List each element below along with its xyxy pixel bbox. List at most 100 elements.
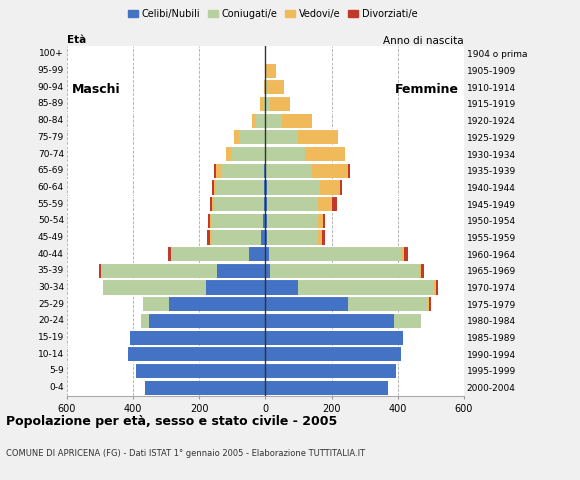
Text: Femmine: Femmine [395,84,459,96]
Bar [266,197,267,211]
Bar [266,97,270,111]
Text: COMUNE DI APRICENA (FG) - Dati ISTAT 1° gennaio 2005 - Elaborazione TUTTITALIA.I: COMUNE DI APRICENA (FG) - Dati ISTAT 1° … [6,449,365,458]
Bar [266,114,282,128]
Bar [311,164,348,178]
Bar [210,197,212,211]
Bar [266,214,267,228]
Bar [218,264,266,278]
Bar [322,230,325,245]
Bar [266,364,396,378]
Bar [394,314,421,328]
Bar [421,264,425,278]
Bar [168,247,171,261]
Bar [270,97,290,111]
Bar [266,381,388,395]
Bar [129,331,266,345]
Legend: Celibi/Nubili, Coniugati/e, Vedovi/e, Divorziati/e: Celibi/Nubili, Coniugati/e, Vedovi/e, Di… [124,5,421,23]
Bar [266,147,305,161]
Bar [216,164,220,178]
Text: Età: Età [67,35,86,45]
Bar [266,331,403,345]
Bar [266,80,267,95]
Bar [264,164,266,178]
Bar [419,264,421,278]
Bar [269,247,401,261]
Bar [299,130,338,144]
Bar [282,114,311,128]
Bar [318,230,322,245]
Bar [210,214,211,228]
Bar [266,314,394,328]
Bar [239,130,266,144]
Bar [436,280,437,295]
Bar [267,80,284,95]
Bar [214,197,264,211]
Text: Maschi: Maschi [72,84,120,96]
Bar [348,164,350,178]
Bar [266,180,267,194]
Bar [99,264,102,278]
Bar [266,297,348,312]
Bar [226,147,231,161]
Bar [211,214,263,228]
Bar [270,264,419,278]
Bar [340,180,343,194]
Bar [267,197,318,211]
Bar [434,280,436,295]
Bar [136,364,266,378]
Bar [231,147,266,161]
Bar [208,214,210,228]
Bar [332,197,336,211]
Bar [214,164,216,178]
Bar [206,280,266,295]
Bar [212,180,214,194]
Bar [429,297,431,312]
Bar [320,180,340,194]
Bar [266,63,276,78]
Bar [255,114,266,128]
Bar [266,264,270,278]
Bar [263,214,266,228]
Bar [262,230,266,245]
Bar [214,180,216,194]
Bar [220,164,264,178]
Bar [263,97,266,111]
Bar [212,197,214,211]
Bar [299,280,434,295]
Bar [318,197,332,211]
Bar [305,147,345,161]
Bar [318,214,323,228]
Text: Anno di nascita: Anno di nascita [383,36,464,46]
Bar [260,97,263,111]
Bar [266,280,299,295]
Bar [143,297,169,312]
Bar [141,314,150,328]
Bar [266,347,401,361]
Bar [150,314,266,328]
Bar [210,230,212,245]
Bar [266,230,267,245]
Bar [102,264,218,278]
Bar [264,180,266,194]
Bar [249,247,266,261]
Bar [267,214,318,228]
Text: Popolazione per età, sesso e stato civile - 2005: Popolazione per età, sesso e stato civil… [6,415,337,428]
Bar [427,297,429,312]
Bar [103,280,206,295]
Bar [212,230,262,245]
Bar [267,230,318,245]
Bar [208,230,210,245]
Bar [264,197,266,211]
Bar [323,214,325,228]
Bar [348,297,427,312]
Bar [169,297,266,312]
Bar [404,247,408,261]
Bar [216,180,264,194]
Bar [267,180,320,194]
Bar [266,247,269,261]
Bar [144,381,266,395]
Bar [401,247,404,261]
Bar [234,130,239,144]
Bar [128,347,266,361]
Bar [266,130,299,144]
